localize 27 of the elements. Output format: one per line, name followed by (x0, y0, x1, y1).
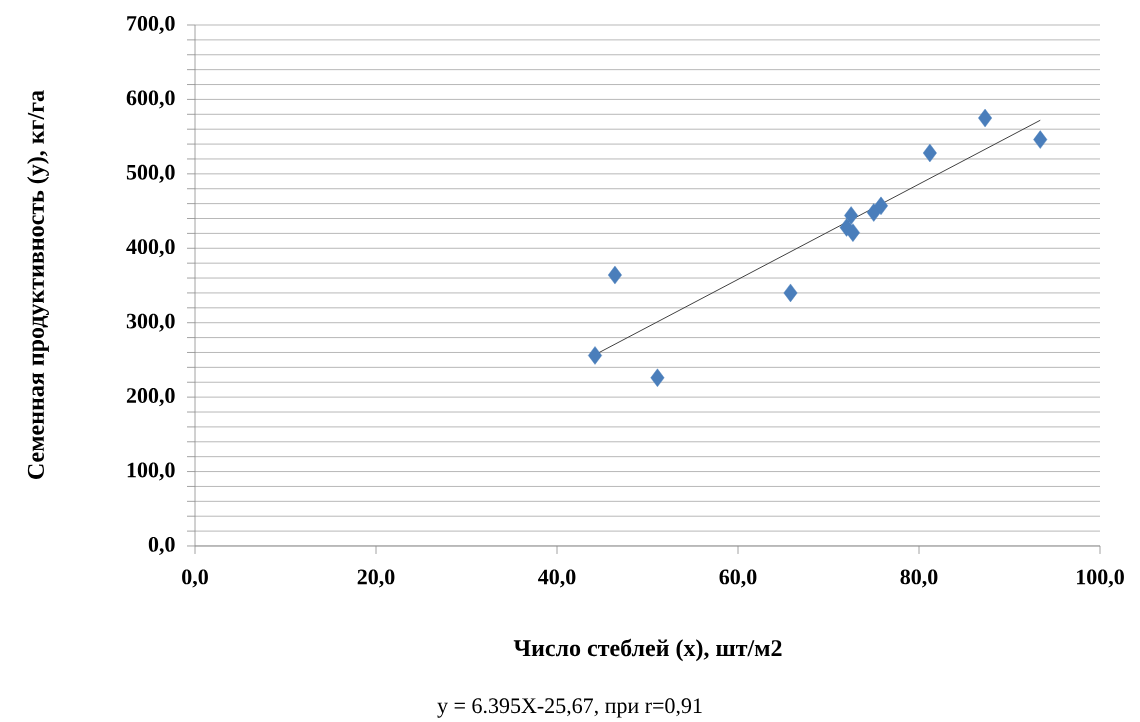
x-tick-label: 60,0 (719, 569, 757, 588)
point (845, 223, 860, 242)
x-tick-label: 100,0 (1077, 569, 1124, 588)
x-axis-title: Число стеблей (x), шт/м2 (513, 638, 782, 662)
y-tick-label: 600,0 (126, 90, 175, 109)
y-axis-title: Семенная продуктивность (y), кг/га (27, 90, 49, 479)
y-tick-label: 700,0 (127, 15, 175, 35)
x-tick-label: 40,0 (538, 569, 576, 588)
point (607, 265, 622, 285)
text: y = 6.395X-25,67, при r=0,91 (437, 698, 702, 718)
x-tick-label: 80,0 (900, 569, 938, 588)
y-tick-label: 200,0 (126, 388, 175, 407)
x-tick-label: 0,0 (182, 569, 208, 588)
point (844, 206, 859, 225)
point (650, 368, 665, 387)
point (588, 346, 602, 365)
y-tick-label: 500,0 (126, 164, 175, 183)
x-tick-label: 20,0 (357, 569, 395, 588)
point (922, 143, 937, 163)
point (874, 196, 888, 216)
y-tick-label: 400,0 (126, 239, 175, 258)
y-tick-label: 300,0 (126, 313, 175, 332)
point (1033, 130, 1048, 149)
y-tick-label: 100,0 (127, 462, 175, 481)
point (783, 283, 798, 303)
point (978, 108, 993, 128)
y-tick-label: 0,0 (148, 536, 175, 555)
